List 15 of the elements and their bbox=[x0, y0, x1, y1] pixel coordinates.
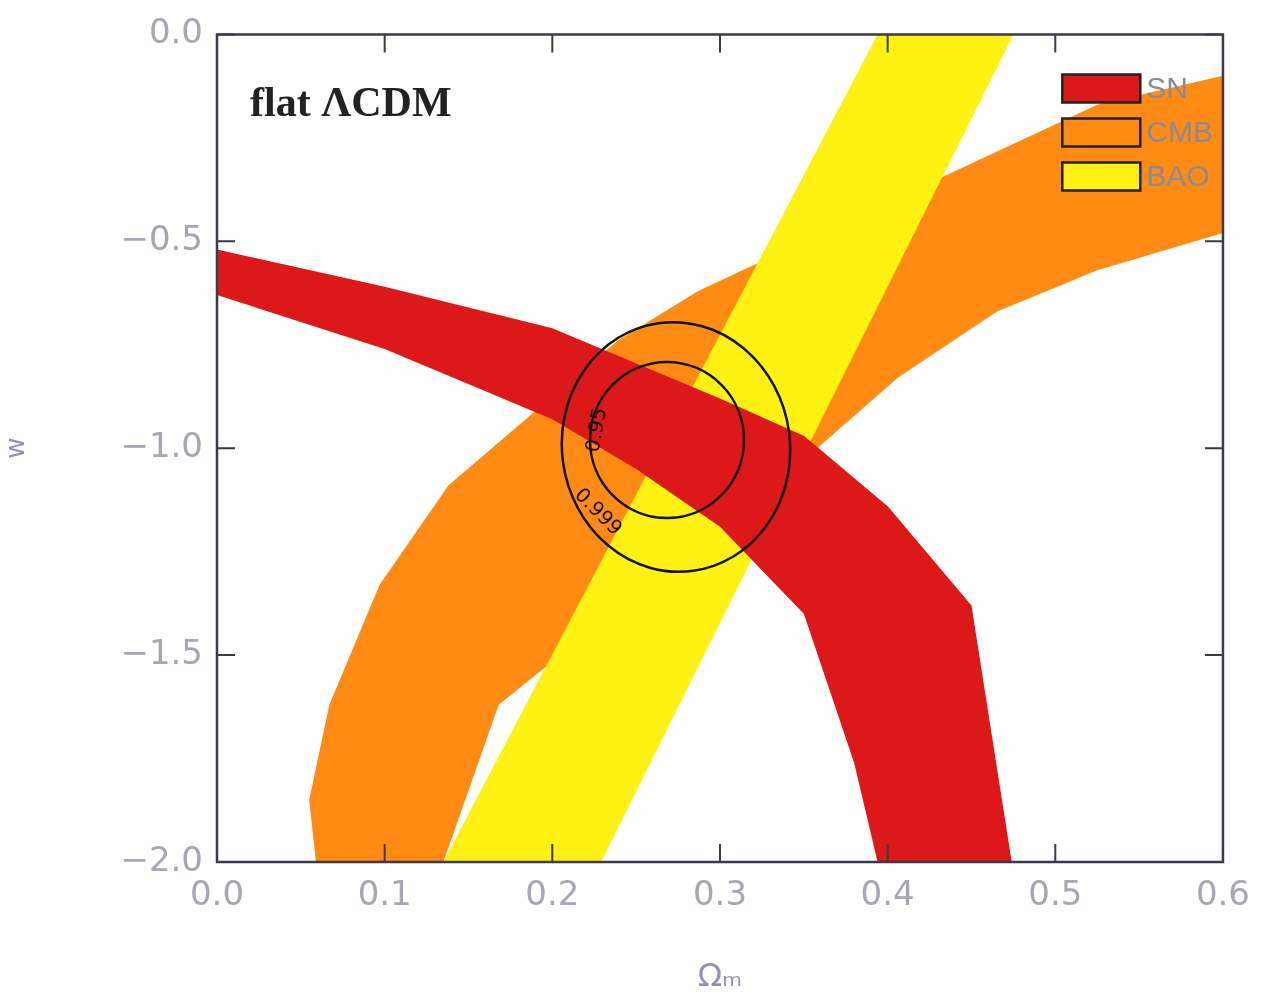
x-tick-label: 0.1 bbox=[357, 873, 412, 914]
x-tick-label: 0.4 bbox=[860, 873, 915, 914]
legend-label: CMB bbox=[1146, 114, 1213, 148]
y-tick-label: −0.5 bbox=[120, 218, 203, 259]
y-tick-label: −1.0 bbox=[120, 425, 203, 466]
x-tick-label: 0.2 bbox=[525, 873, 580, 914]
legend-label: BAO bbox=[1146, 158, 1210, 192]
annotation: flat ΛCDM bbox=[250, 79, 452, 126]
y-axis-title: w bbox=[0, 437, 31, 459]
x-tick-label: 0.6 bbox=[1195, 873, 1250, 914]
y-tick-label: −1.5 bbox=[120, 631, 203, 672]
x-tick-label: 0.5 bbox=[1028, 873, 1083, 914]
y-tick-label: 0.0 bbox=[148, 11, 203, 52]
x-axis-title: Ωₘ bbox=[697, 956, 743, 995]
x-tick-label: 0.3 bbox=[692, 873, 748, 914]
